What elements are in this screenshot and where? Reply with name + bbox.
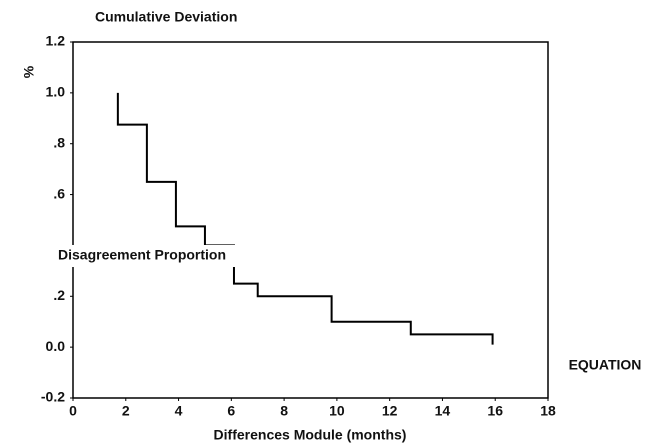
x-tick-label: 18 (540, 403, 556, 419)
x-tick-label: 16 (487, 403, 503, 419)
y-tick-label: -0.2 (41, 389, 65, 405)
step-line (116, 92, 494, 345)
plot-marks (116, 92, 494, 345)
x-axis-label: Differences Module (months) (214, 427, 407, 443)
annotation: Disagreement Proportion (58, 247, 226, 263)
plot-frame (72, 41, 549, 399)
y-tick-label: 0.0 (46, 338, 66, 354)
x-tick-label: 4 (175, 403, 183, 419)
x-tick-label: 10 (329, 403, 345, 419)
x-tick-label: 6 (227, 403, 235, 419)
y-tick-label: .6 (53, 185, 65, 201)
x-tick-label: 8 (280, 403, 288, 419)
y-tick-label: .2 (53, 287, 65, 303)
x-tick-label: 0 (69, 403, 77, 419)
y-axis-label: % (21, 65, 37, 78)
y-tick-label: .8 (53, 134, 65, 150)
label-background (56, 245, 270, 267)
annotation: EQUATION (569, 357, 642, 373)
x-tick-label: 14 (435, 403, 451, 419)
chart-title: Cumulative Deviation (95, 9, 237, 25)
y-tick-label: 1.0 (46, 84, 66, 100)
x-tick-label: 12 (382, 403, 398, 419)
y-tick-label: 1.2 (46, 33, 66, 49)
x-tick-label: 2 (122, 403, 130, 419)
